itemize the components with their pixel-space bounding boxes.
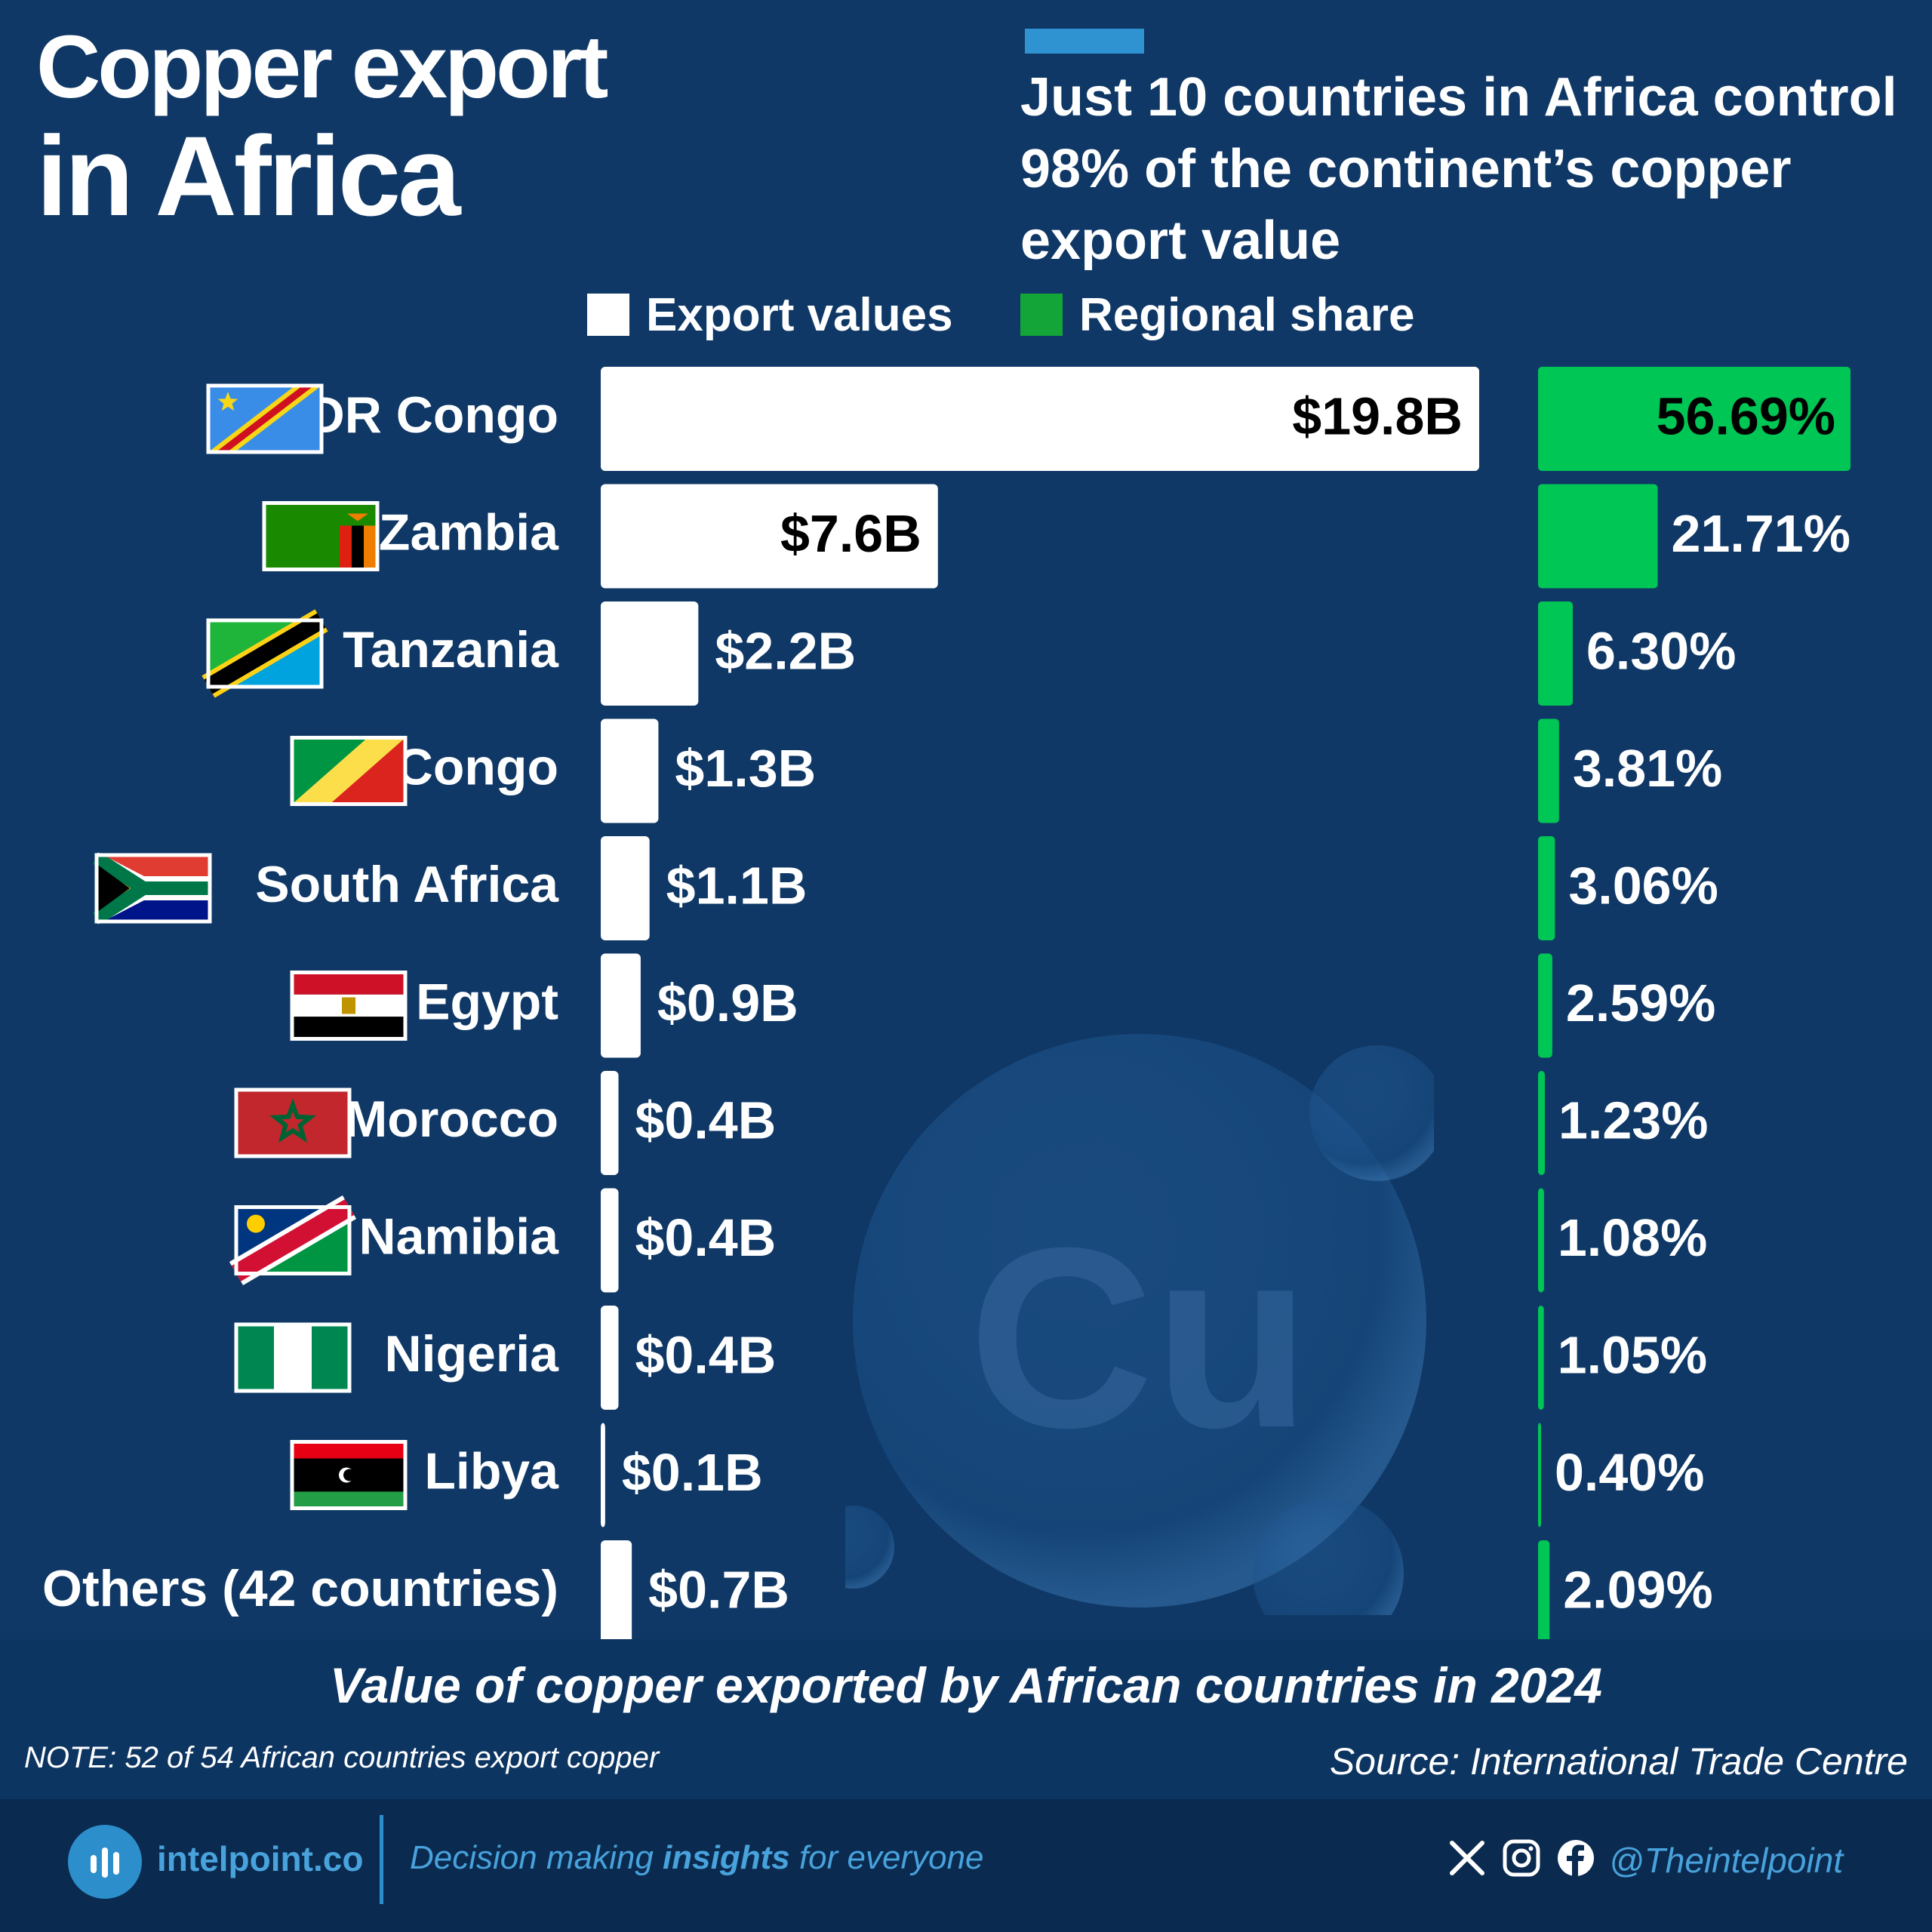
tagline-post: for everyone [789, 1839, 984, 1876]
legend-export-swatch [587, 294, 629, 336]
cg-flag-icon [290, 736, 408, 806]
tagline: Decision making insights for everyone [410, 1839, 984, 1877]
country-label-morocco: Morocco [345, 1091, 558, 1148]
country-label-south-africa: South Africa [255, 856, 559, 913]
bubble-small-1 [1309, 1045, 1434, 1181]
export-bar-namibia [601, 1188, 619, 1293]
export-value-egypt: $0.9B [657, 974, 798, 1032]
share-bar-dr-congo [1538, 367, 1850, 471]
share-value-dr-congo: 56.69% [1657, 386, 1835, 445]
x-icon[interactable] [1447, 1838, 1487, 1878]
export-bar-morocco [601, 1071, 619, 1175]
export-value-nigeria: $0.4B [635, 1325, 777, 1384]
country-label-tanzania: Tanzania [343, 621, 559, 678]
export-bar-congo [601, 718, 659, 823]
share-value-egypt: 2.59% [1566, 974, 1715, 1032]
tagline-pre: Decision making [410, 1839, 663, 1876]
export-bar-tanzania [601, 601, 699, 706]
share-bar-south-africa [1538, 836, 1555, 940]
share-bar-nigeria [1538, 1306, 1544, 1410]
title-line-1: Copper export [36, 17, 608, 117]
bubble-small-3 [845, 1506, 894, 1589]
share-value-morocco: 1.23% [1558, 1091, 1708, 1149]
chart-caption: Value of copper exported by African coun… [330, 1657, 1602, 1713]
cu-symbol: Cu [968, 1195, 1310, 1481]
za-flag-icon [93, 852, 212, 924]
share-bar-morocco [1538, 1071, 1545, 1175]
export-bar-others-42-countries [601, 1540, 632, 1644]
export-value-congo: $1.3B [675, 739, 816, 798]
share-value-south-africa: 3.06% [1568, 856, 1718, 915]
share-bar-egypt [1538, 953, 1552, 1058]
export-value-others-42-countries: $0.7B [648, 1560, 789, 1619]
export-bar-zambia [601, 484, 938, 589]
source-text: Source: International Trade Centre [1329, 1740, 1908, 1783]
share-bar-tanzania [1538, 601, 1574, 706]
subtitle: Just 10 countries in Africa control 98% … [1020, 67, 1897, 271]
export-value-tanzania: $2.2B [715, 621, 856, 680]
social-handle[interactable]: @Theintelpoint [1609, 1841, 1844, 1880]
export-value-libya: $0.1B [622, 1443, 763, 1502]
country-label-namibia: Namibia [358, 1208, 559, 1265]
footer-bar [0, 1799, 1932, 1932]
legend-export-label: Export values [646, 288, 953, 341]
legend-share-label: Regional share [1079, 288, 1415, 341]
export-value-south-africa: $1.1B [666, 856, 808, 915]
share-value-congo: 3.81% [1573, 739, 1722, 798]
export-value-morocco: $0.4B [635, 1091, 777, 1149]
export-value-namibia: $0.4B [635, 1208, 777, 1267]
bubble-large [853, 1034, 1426, 1607]
brand-name[interactable]: intelpoint.co [157, 1839, 364, 1878]
country-label-zambia: Zambia [379, 503, 559, 561]
export-value-dr-congo: $19.8B [1292, 386, 1463, 445]
accent-bar [1025, 29, 1144, 54]
note-text: NOTE: 52 of 54 African countries export … [24, 1741, 660, 1774]
export-bar-egypt [601, 953, 641, 1058]
share-bar-others-42-countries [1538, 1540, 1550, 1644]
ma-flag-icon [234, 1088, 352, 1158]
facebook-icon[interactable] [1556, 1838, 1595, 1878]
ly-flag-icon [290, 1440, 408, 1510]
share-bar-libya [1538, 1423, 1541, 1527]
share-value-nigeria: 1.05% [1558, 1325, 1707, 1384]
country-label-others-42-countries: Others (42 countries) [42, 1560, 558, 1617]
export-bar-south-africa [601, 836, 650, 940]
share-value-tanzania: 6.30% [1586, 621, 1736, 680]
ng-flag-icon [234, 1322, 352, 1393]
cd-flag-icon [206, 383, 324, 454]
zm-flag-icon [262, 501, 380, 571]
footer-divider [380, 1815, 383, 1904]
tz-flag-icon [202, 609, 328, 698]
country-label-egypt: Egypt [416, 973, 558, 1030]
country-label-nigeria: Nigeria [384, 1325, 559, 1383]
instagram-icon[interactable] [1502, 1838, 1541, 1878]
intelpoint-logo-icon[interactable] [68, 1825, 142, 1899]
export-bar-nigeria [601, 1306, 619, 1410]
export-bar-dr-congo [601, 367, 1479, 471]
share-bar-congo [1538, 718, 1559, 823]
caption-band [0, 1639, 1932, 1799]
share-value-others-42-countries: 2.09% [1563, 1560, 1712, 1619]
title-line-2: in Africa [36, 112, 461, 239]
share-value-namibia: 1.08% [1558, 1208, 1707, 1267]
bubble-small-2 [1253, 1498, 1404, 1615]
share-bar-namibia [1538, 1188, 1544, 1293]
export-value-zambia: $7.6B [780, 504, 921, 563]
country-label-congo: Congo [396, 738, 558, 795]
legend-share: Regional share [1020, 288, 1414, 341]
legend-export: Export values [587, 288, 953, 341]
share-value-zambia: 21.71% [1672, 504, 1850, 563]
eg-flag-icon [290, 971, 408, 1041]
country-label-libya: Libya [424, 1442, 559, 1500]
share-bar-zambia [1538, 484, 1658, 589]
export-bar-libya [601, 1423, 605, 1527]
na-flag-icon [229, 1195, 357, 1286]
copper-element-watermark: Cu [845, 1034, 1434, 1615]
country-label-dr-congo: DR Congo [308, 386, 558, 444]
share-value-libya: 0.40% [1555, 1443, 1704, 1502]
tagline-bold: insights [663, 1839, 790, 1876]
legend-share-swatch [1020, 294, 1063, 336]
page-title: Copper export in Africa [36, 17, 608, 239]
